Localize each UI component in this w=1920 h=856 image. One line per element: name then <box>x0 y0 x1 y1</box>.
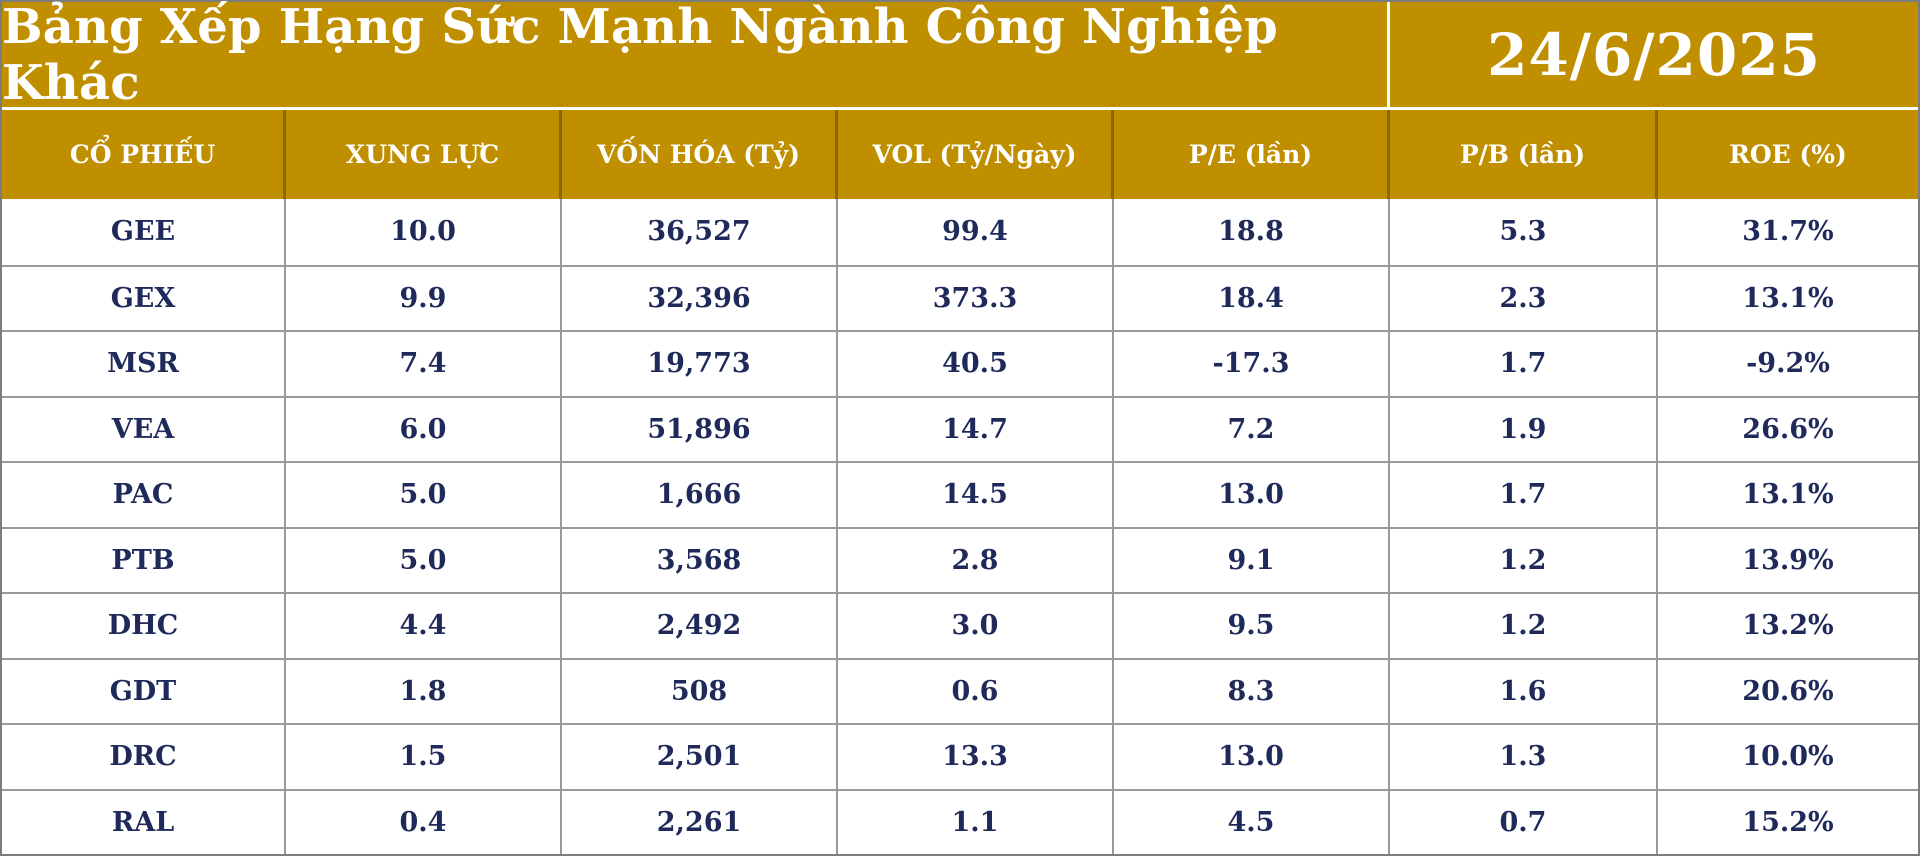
cell-momentum: 1.5 <box>286 725 562 789</box>
column-header-roe: ROE (%) <box>1729 140 1847 169</box>
table-date: 24/6/2025 <box>1390 2 1918 107</box>
cell-market-cap: 2,501 <box>562 725 838 789</box>
cell-roe: 13.1% <box>1742 479 1834 511</box>
cell-pe: 18.4 <box>1114 266 1390 330</box>
cell-stock: PTB <box>2 528 286 592</box>
cell-momentum: 5.0 <box>286 463 562 527</box>
cell-pb: 1.7 <box>1390 332 1658 396</box>
column-header-momentum: XUNG LỰC <box>286 110 562 199</box>
table-row: VEA 6.0 51,896 14.7 7.2 1.9 26.6% <box>2 395 1918 461</box>
cell-pe: -17.3 <box>1114 332 1390 396</box>
cell-volume: 2.8 <box>838 528 1114 592</box>
cell-momentum: 7.4 <box>286 332 562 396</box>
cell-stock: RAL <box>2 790 286 854</box>
table-row: DHC 4.4 2,492 3.0 9.5 1.2 13.2% <box>2 592 1918 658</box>
cell-market-cap: 51,896 <box>562 397 838 461</box>
cell-momentum: 1.8 <box>286 659 562 723</box>
cell-roe: 13.9% <box>1742 544 1834 576</box>
cell-pe: 9.1 <box>1114 528 1390 592</box>
cell-stock: GEE <box>2 199 286 265</box>
table-row: GDT 1.8 508 0.6 8.3 1.6 20.6% <box>2 657 1918 723</box>
cell-pe: 8.3 <box>1114 659 1390 723</box>
cell-market-cap: 32,396 <box>562 266 838 330</box>
cell-pb: 2.3 <box>1390 266 1658 330</box>
table-row: PTB 5.0 3,568 2.8 9.1 1.2 13.9% <box>2 526 1918 592</box>
cell-volume: 14.7 <box>838 397 1114 461</box>
cell-pb: 1.6 <box>1390 659 1658 723</box>
cell-market-cap: 36,527 <box>562 199 838 265</box>
cell-pb: 1.7 <box>1390 463 1658 527</box>
cell-market-cap: 1,666 <box>562 463 838 527</box>
cell-roe: 26.6% <box>1742 413 1834 445</box>
cell-pe: 9.5 <box>1114 594 1390 658</box>
cell-market-cap: 508 <box>562 659 838 723</box>
cell-stock: VEA <box>2 397 286 461</box>
cell-stock: GDT <box>2 659 286 723</box>
table-row: PAC 5.0 1,666 14.5 13.0 1.7 13.1% <box>2 461 1918 527</box>
cell-roe: 13.1% <box>1742 282 1834 314</box>
cell-volume: 14.5 <box>838 463 1114 527</box>
cell-stock: GEX <box>2 266 286 330</box>
column-header-pe: P/E (lần) <box>1114 110 1390 199</box>
cell-roe: 31.7% <box>1742 216 1834 248</box>
title-bar: Bảng Xếp Hạng Sức Mạnh Ngành Công Nghiệp… <box>2 0 1918 111</box>
cell-pe: 18.8 <box>1114 199 1390 265</box>
cell-market-cap: 19,773 <box>562 332 838 396</box>
cell-stock: PAC <box>2 463 286 527</box>
cell-market-cap: 2,492 <box>562 594 838 658</box>
table-body: GEE 10.0 36,527 99.4 18.8 5.3 31.7% GEX … <box>2 199 1918 854</box>
cell-momentum: 6.0 <box>286 397 562 461</box>
cell-pb: 1.9 <box>1390 397 1658 461</box>
table-row: MSR 7.4 19,773 40.5 -17.3 1.7 -9.2% <box>2 330 1918 396</box>
cell-stock: DRC <box>2 725 286 789</box>
cell-market-cap: 2,261 <box>562 790 838 854</box>
cell-volume: 99.4 <box>838 199 1114 265</box>
table-row: GEE 10.0 36,527 99.4 18.8 5.3 31.7% <box>2 199 1918 265</box>
cell-roe: 13.2% <box>1742 610 1834 642</box>
cell-stock: DHC <box>2 594 286 658</box>
table-title: Bảng Xếp Hạng Sức Mạnh Ngành Công Nghiệp… <box>2 0 1390 111</box>
cell-volume: 1.1 <box>838 790 1114 854</box>
table-row: RAL 0.4 2,261 1.1 4.5 0.7 15.2% <box>2 788 1918 854</box>
cell-pe: 13.0 <box>1114 463 1390 527</box>
cell-volume: 40.5 <box>838 332 1114 396</box>
cell-momentum: 4.4 <box>286 594 562 658</box>
cell-roe: 20.6% <box>1742 675 1834 707</box>
column-header-row: CỔ PHIẾU XUNG LỰC VỐN HÓA (Tỷ) VOL (Tỷ/N… <box>2 110 1918 199</box>
table-row: GEX 9.9 32,396 373.3 18.4 2.3 13.1% <box>2 264 1918 330</box>
cell-roe: 15.2% <box>1742 806 1834 838</box>
cell-roe: 10.0% <box>1742 741 1834 773</box>
cell-pb: 5.3 <box>1390 199 1658 265</box>
cell-pe: 13.0 <box>1114 725 1390 789</box>
cell-roe: -9.2% <box>1746 348 1830 380</box>
column-header-market-cap: VỐN HÓA (Tỷ) <box>562 110 838 199</box>
cell-pb: 1.2 <box>1390 594 1658 658</box>
cell-market-cap: 3,568 <box>562 528 838 592</box>
cell-pe: 7.2 <box>1114 397 1390 461</box>
cell-pe: 4.5 <box>1114 790 1390 854</box>
cell-pb: 1.3 <box>1390 725 1658 789</box>
column-header-volume: VOL (Tỷ/Ngày) <box>838 110 1114 199</box>
cell-momentum: 9.9 <box>286 266 562 330</box>
table-row: DRC 1.5 2,501 13.3 13.0 1.3 10.0% <box>2 723 1918 789</box>
cell-volume: 3.0 <box>838 594 1114 658</box>
column-header-stock: CỔ PHIẾU <box>2 110 286 199</box>
cell-stock: MSR <box>2 332 286 396</box>
column-header-pb: P/B (lần) <box>1390 110 1658 199</box>
cell-momentum: 10.0 <box>286 199 562 265</box>
cell-momentum: 0.4 <box>286 790 562 854</box>
cell-volume: 13.3 <box>838 725 1114 789</box>
cell-volume: 0.6 <box>838 659 1114 723</box>
cell-pb: 1.2 <box>1390 528 1658 592</box>
cell-pb: 0.7 <box>1390 790 1658 854</box>
cell-momentum: 5.0 <box>286 528 562 592</box>
cell-volume: 373.3 <box>838 266 1114 330</box>
